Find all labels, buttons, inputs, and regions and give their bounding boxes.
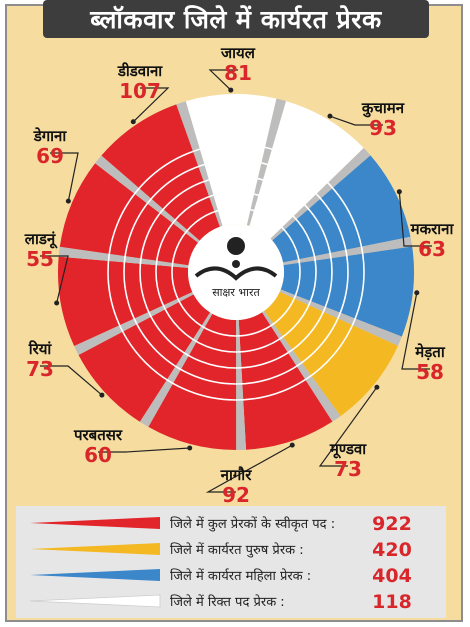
leader-line	[208, 69, 238, 91]
leader-dot	[374, 384, 380, 390]
legend-label: जिले में कार्यरत पुरुष प्रेरक :	[170, 542, 304, 558]
concentric-ring	[139, 175, 333, 369]
block-label: मूण्डवा	[329, 440, 367, 459]
leader-dot	[130, 119, 136, 125]
leader-line	[40, 255, 69, 304]
block-value-label: 107	[119, 79, 161, 103]
block-label: मकराना	[410, 220, 455, 238]
leader-dot	[396, 189, 402, 195]
legend-swatch	[30, 543, 160, 555]
legend-label: जिले में कुल प्रेरकों के स्वीकृत पद :	[170, 516, 335, 532]
leader-line	[329, 115, 383, 126]
leader-line	[205, 444, 293, 493]
logo-dot-icon	[232, 260, 240, 268]
leader-line	[318, 386, 378, 467]
block-label: जायल	[220, 44, 256, 62]
leader-line	[50, 152, 79, 202]
leader-line	[401, 292, 430, 370]
block-label: रियां	[28, 340, 53, 358]
legend-value: 404	[372, 565, 412, 587]
block-label: लाडनूं	[24, 230, 58, 249]
legend-swatch	[30, 517, 160, 529]
block-label: कुचामन	[361, 99, 405, 118]
pie-slice	[148, 313, 237, 450]
block-value-label: 92	[222, 483, 250, 507]
concentric-ring	[155, 191, 317, 353]
center-disc	[188, 224, 284, 320]
legend-swatch	[29, 594, 161, 608]
block-value-label: 69	[36, 144, 64, 168]
chart-title: ब्लॉकवार जिले में कार्यरत प्रेरक	[90, 5, 382, 34]
concentric-ring	[123, 159, 349, 385]
block-label: डीडवाना	[117, 62, 163, 80]
pie-slice	[280, 246, 414, 337]
leader-line	[398, 191, 432, 247]
pie-slice	[238, 312, 333, 450]
leader-dot	[187, 445, 193, 451]
legend-value: 118	[372, 591, 412, 613]
block-label: डेगाना	[33, 127, 68, 145]
concentric-ring	[107, 143, 365, 401]
leader-dot	[289, 442, 295, 448]
leader-dot	[99, 392, 105, 398]
legend-value: 922	[372, 513, 412, 535]
leader-dot	[65, 198, 71, 204]
block-value-label: 93	[369, 116, 397, 140]
pie-slice	[57, 256, 193, 347]
block-value-label: 73	[334, 457, 362, 481]
legend-label: जिले में रिक्त पद प्रेरक :	[170, 594, 285, 610]
leader-line	[132, 87, 170, 123]
logo-head-icon	[227, 237, 245, 255]
leader-line	[40, 365, 103, 396]
leader-dot	[327, 113, 333, 119]
leader-dot	[54, 300, 60, 306]
block-value-label: 55	[26, 247, 54, 271]
legend-swatch	[30, 569, 160, 581]
concentric-ring	[171, 207, 301, 337]
leader-dot	[414, 290, 420, 296]
block-value-label: 81	[224, 61, 252, 85]
block-value-label: 73	[26, 357, 54, 381]
block-label: परबतसर	[73, 426, 123, 444]
block-value-label: 63	[418, 237, 446, 261]
block-label: मेड़ता	[414, 343, 446, 361]
legend-value: 420	[372, 539, 412, 561]
leader-line	[98, 447, 190, 453]
sakshar-bharat-logo: साक्षर भारत	[194, 237, 278, 299]
block-value-label: 58	[416, 360, 444, 384]
block-value-label: 60	[84, 443, 112, 467]
title-bar: ब्लॉकवार जिले में कार्यरत प्रेरक	[43, 0, 429, 38]
block-label: नागौर	[220, 466, 253, 484]
logo-text: साक्षर भारत	[212, 286, 260, 299]
legend-label: जिले में कार्यरत महिला प्रेरक :	[170, 568, 311, 584]
leader-dot	[228, 87, 234, 93]
logo-book-icon	[194, 266, 278, 281]
